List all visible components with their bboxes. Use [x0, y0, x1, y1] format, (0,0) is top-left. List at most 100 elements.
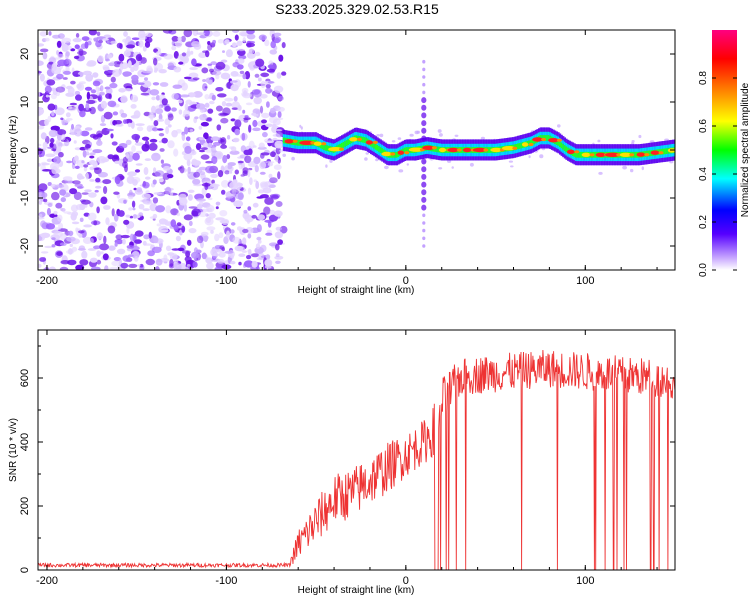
- noise-blob: [118, 53, 125, 62]
- noise-blob: [164, 186, 172, 195]
- noise-blob: [187, 189, 195, 193]
- noise-blob: [158, 229, 169, 233]
- noise-blob: [173, 51, 179, 59]
- noise-blob: [183, 214, 193, 221]
- noise-blob: [245, 102, 253, 106]
- noise-blob: [69, 243, 74, 247]
- noise-blob: [268, 214, 278, 222]
- noise-blob: [86, 99, 96, 105]
- noise-blob: [210, 173, 219, 178]
- noise-blob: [100, 196, 108, 205]
- noise-blob: [144, 41, 151, 48]
- noise-blob: [206, 262, 214, 270]
- noise-blob: [198, 125, 203, 130]
- noise-blob: [84, 86, 93, 91]
- noise-blob: [205, 165, 215, 174]
- ridge-hotspot: [644, 153, 650, 157]
- noise-blob: [93, 167, 100, 171]
- noise-blob: [46, 207, 51, 216]
- noise-blob: [208, 212, 216, 219]
- noise-blob: [191, 251, 199, 259]
- noise-blob: [120, 262, 129, 269]
- noise-blob: [108, 245, 116, 251]
- noise-blob: [102, 38, 109, 41]
- noise-blob: [211, 146, 216, 153]
- noise-blob: [164, 118, 171, 126]
- spike-blob: [421, 189, 427, 196]
- noise-blob: [138, 212, 144, 217]
- noise-blob: [230, 118, 236, 122]
- noise-blob: [240, 174, 245, 177]
- noise-blob: [253, 96, 262, 105]
- noise-blob: [98, 171, 108, 178]
- noise-blob: [122, 255, 131, 262]
- noise-blob: [276, 117, 284, 121]
- noise-blob: [155, 108, 164, 115]
- noise-blob: [74, 147, 82, 151]
- noise-blob: [178, 61, 184, 65]
- noise-blob: [161, 137, 168, 144]
- noise-blob: [125, 139, 132, 146]
- noise-blob: [128, 207, 133, 211]
- noise-blob: [74, 90, 81, 96]
- ridge-hotspot: [528, 142, 534, 147]
- spectrogram-y-tick-label: -10: [19, 190, 31, 206]
- noise-blob: [179, 165, 185, 174]
- noise-blob: [114, 160, 121, 164]
- noise-blob: [269, 177, 278, 184]
- noise-blob: [164, 105, 171, 112]
- noise-blob: [156, 118, 165, 122]
- ridge-core: [565, 146, 568, 153]
- noise-blob: [78, 81, 86, 85]
- noise-blob: [171, 93, 179, 100]
- noise-blob: [83, 224, 92, 228]
- ridge-hotspot: [589, 153, 595, 157]
- noise-blob: [120, 234, 130, 239]
- spike-blob: [421, 158, 427, 165]
- noise-blob: [84, 144, 92, 149]
- noise-blob: [56, 40, 62, 48]
- colorbar-tick-label: 0.6: [698, 119, 709, 133]
- noise-blob: [630, 168, 634, 173]
- noise-blob: [215, 61, 226, 70]
- ridge-core: [326, 145, 329, 152]
- noise-blob: [272, 123, 277, 128]
- noise-blob: [88, 30, 97, 36]
- noise-blob: [212, 183, 216, 186]
- noise-blob: [181, 52, 187, 57]
- noise-blob: [232, 30, 240, 33]
- ridge-core: [403, 147, 407, 154]
- noise-blob: [123, 119, 127, 124]
- noise-blob: [65, 51, 70, 57]
- noise-blob: [270, 195, 279, 200]
- spectrogram-noise-layer: [38, 30, 674, 270]
- noise-blob: [243, 260, 254, 268]
- spectrogram-x-tick-label: -200: [36, 275, 58, 287]
- ridge-core: [341, 142, 344, 149]
- noise-blob: [173, 148, 179, 157]
- noise-blob: [148, 113, 155, 119]
- noise-blob: [225, 49, 233, 58]
- noise-blob: [81, 250, 88, 259]
- colorbar-gradient: [712, 30, 737, 270]
- noise-blob: [631, 141, 635, 145]
- noise-blob: [252, 202, 259, 208]
- noise-blob: [167, 140, 175, 149]
- noise-blob: [72, 38, 82, 43]
- noise-blob: [159, 82, 169, 87]
- noise-blob: [97, 96, 101, 101]
- noise-blob: [47, 115, 52, 123]
- noise-blob: [260, 80, 266, 88]
- noise-blob: [53, 156, 61, 165]
- noise-blob: [96, 232, 103, 240]
- spike-blob: [422, 236, 426, 241]
- ridge-hotspot: [619, 152, 632, 157]
- noise-blob: [189, 67, 198, 71]
- noise-blob: [183, 152, 193, 161]
- ridge-core: [405, 147, 408, 153]
- noise-blob: [55, 202, 63, 209]
- ridge-core: [594, 151, 597, 158]
- noise-blob: [129, 215, 134, 219]
- noise-blob: [123, 50, 131, 57]
